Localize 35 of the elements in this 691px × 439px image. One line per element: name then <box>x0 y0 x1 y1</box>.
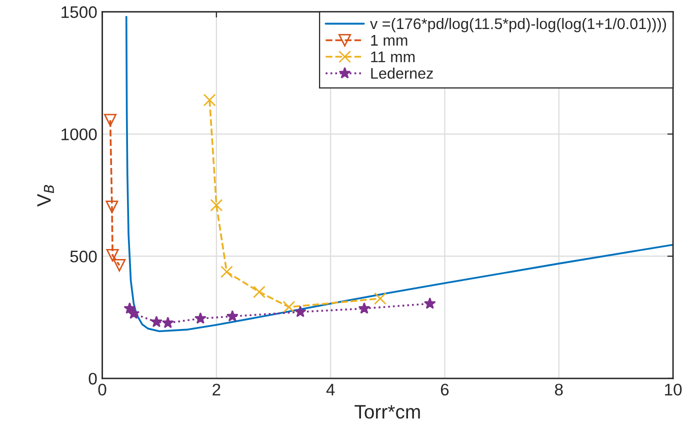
legend-label: v =(176*pd/log(11.5*pd)-log(log(1+1/0.01)))) <box>370 18 666 32</box>
point <box>194 312 206 324</box>
point <box>106 249 119 262</box>
point <box>358 302 370 314</box>
point <box>294 306 306 318</box>
y-tick-label: 1500 <box>62 6 97 18</box>
point <box>113 259 126 272</box>
point <box>150 316 162 328</box>
x-tick-label: 2 <box>212 384 220 396</box>
y-tick-label: 1000 <box>62 128 97 140</box>
point <box>226 310 238 322</box>
legend-label: Ledernez <box>371 68 433 79</box>
legend-label: 1 mm <box>371 35 408 46</box>
legend-label: 11 mm <box>371 52 415 62</box>
y-axis-title: V$_{B}$ <box>37 185 54 207</box>
point <box>210 198 223 212</box>
y-tick-label: 500 <box>70 250 97 262</box>
point <box>220 266 233 278</box>
point <box>104 114 117 126</box>
x-tick-label: 0 <box>98 384 106 396</box>
point <box>162 316 174 328</box>
point <box>203 94 216 106</box>
line-series <box>125 16 674 332</box>
y-tick-label: 0 <box>88 372 97 385</box>
point <box>282 300 296 314</box>
point <box>424 297 436 309</box>
x-tick-label: 10 <box>665 384 682 396</box>
x-tick-label: 8 <box>554 384 563 396</box>
point <box>374 292 386 305</box>
x-axis-title: Torr*cm <box>354 405 420 419</box>
x-tick-label: 4 <box>326 384 335 396</box>
point <box>128 307 140 319</box>
x-tick-label: 6 <box>440 384 449 396</box>
point <box>106 200 118 214</box>
point <box>252 286 266 298</box>
